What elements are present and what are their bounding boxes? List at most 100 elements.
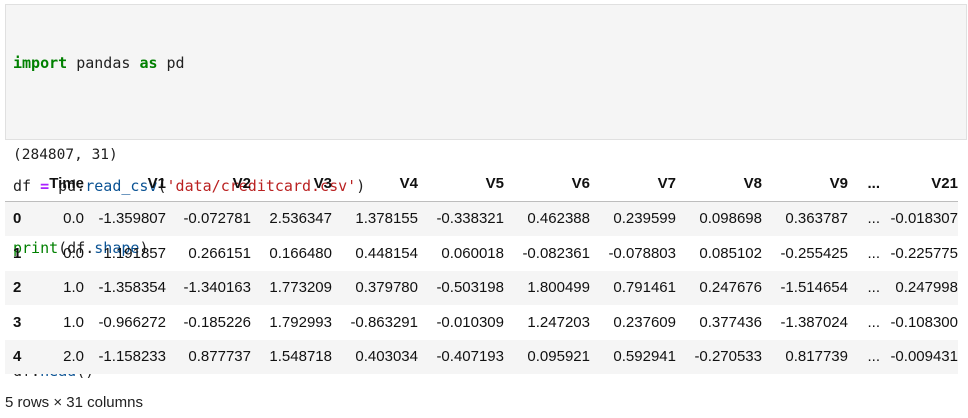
table-cell: -0.338321 <box>418 201 504 236</box>
stdout-output: (284807, 31) <box>13 147 118 163</box>
table-cell: 2.0 <box>32 339 84 374</box>
table-cell: 0.403034 <box>332 339 418 374</box>
keyword-as: as <box>139 54 158 72</box>
table-cell: 0.247676 <box>676 270 762 305</box>
table-header-row: Time V1 V2 V3 V4 V5 V6 V7 V8 V9... V21 <box>5 166 958 202</box>
row-index: 3 <box>13 313 22 331</box>
table-cell: 1.548718 <box>251 339 332 374</box>
table-cell: -0.108300 <box>890 313 958 331</box>
table-cell: -0.018307 <box>880 201 958 236</box>
table-cell: 0.060018 <box>441 244 504 262</box>
dataframe-shape-footer: 5 rows × 31 columns <box>5 394 143 411</box>
table-cell: -0.009431 <box>880 339 958 374</box>
column-header: V4 <box>332 166 418 202</box>
table-cell: 1.378155 <box>332 201 418 236</box>
column-header: ... <box>848 166 880 202</box>
table-cell: 0.0 <box>32 201 84 236</box>
table-cell: 0.085102 <box>699 244 762 262</box>
table-header: Time V1 V2 V3 V4 V5 V6 V7 V8 V9... V21 <box>5 166 958 202</box>
keyword-import: import <box>13 54 68 72</box>
table-row: 3 1.0 -0.966272 -0.185226 1.792993 -0.863291-… <box>5 305 958 340</box>
table-cell: -0.863291 <box>350 313 418 331</box>
table-cell: -1.514654 <box>762 270 848 305</box>
table-cell: ... <box>867 244 880 262</box>
table-cell: 0.817739 <box>762 339 848 374</box>
table-row: 2 1.0 -1.358354 -1.340163 1.773209 0.379780 -0… <box>5 270 958 305</box>
table-cell: 0.095921 <box>504 339 590 374</box>
table-cell: -0.407193 <box>418 339 504 374</box>
code-text: ) <box>139 238 149 257</box>
table-cell: -0.966272 <box>98 313 166 331</box>
column-header: V2 <box>166 166 251 202</box>
row-index: 1 <box>13 244 22 262</box>
table-cell: -1.158233 <box>84 339 166 374</box>
table-cell: 0.791461 <box>590 270 676 305</box>
table-cell: 0.0 <box>63 244 84 262</box>
table-cell: -0.185226 <box>183 313 251 331</box>
attribute-shape: shape <box>94 238 140 257</box>
code-line-1: import pandas as pd <box>13 53 966 74</box>
row-index: 0 <box>5 201 32 236</box>
code-line-4: print(df.shape) <box>13 238 966 259</box>
code-cell-input[interactable]: import pandas as pd df = pd.read_csv('da… <box>5 4 967 380</box>
table-cell: -0.225775 <box>890 244 958 262</box>
table-cell: 0.266151 <box>188 244 251 262</box>
table-cell: -0.010309 <box>436 313 504 331</box>
column-header: V21 <box>880 166 958 202</box>
table-cell: -1.387024 <box>780 313 848 331</box>
table-cell: -0.503198 <box>418 270 504 305</box>
table-row: 1 0.0 1.191857 0.266151 0.166480 0.448154 0.06… <box>5 236 958 271</box>
table-row: 0 0.0 -1.359807 -0.072781 2.536347 1.378155 -0… <box>5 201 958 236</box>
column-header: V3 <box>251 166 332 202</box>
table-cell: ... <box>848 201 880 236</box>
table-cell: 1.0 <box>32 270 84 305</box>
table-cell: 1.773209 <box>251 270 332 305</box>
column-header: V8 <box>676 166 762 202</box>
table-cell: -0.082361 <box>522 244 590 262</box>
index-header <box>5 166 32 202</box>
row-index: 2 <box>5 270 32 305</box>
table-cell: -1.359807 <box>84 201 166 236</box>
table-cell: 0.592941 <box>590 339 676 374</box>
table-row: 4 2.0 -1.158233 0.877737 1.548718 0.403034 -0.… <box>5 339 958 374</box>
table-cell: -0.270533 <box>676 339 762 374</box>
table-cell: 0.239599 <box>590 201 676 236</box>
table-cell: 1.191857 <box>103 244 166 262</box>
column-header: V5 <box>418 166 504 202</box>
table-cell: 1.247203 <box>527 313 590 331</box>
table-cell: -0.078803 <box>608 244 676 262</box>
row-index: 4 <box>5 339 32 374</box>
table-cell: 0.379780 <box>332 270 418 305</box>
column-header: V9 <box>762 166 848 202</box>
table-cell: 0.377436 <box>699 313 762 331</box>
code-text: (df. <box>58 238 95 257</box>
table-cell: ... <box>867 313 880 331</box>
table-cell: 0.363787 <box>762 201 848 236</box>
table-cell: 1.0 <box>63 313 84 331</box>
code-text: pd <box>157 54 185 72</box>
column-header: Time <box>32 166 84 202</box>
table-cell: 0.877737 <box>166 339 251 374</box>
table-cell: -1.340163 <box>166 270 251 305</box>
table-cell: 0.237609 <box>613 313 676 331</box>
table-cell: -0.072781 <box>166 201 251 236</box>
column-header: V7 <box>590 166 676 202</box>
table-cell: -1.358354 <box>84 270 166 305</box>
table-cell: 2.536347 <box>251 201 332 236</box>
table-cell: ... <box>848 270 880 305</box>
table-cell: 0.166480 <box>269 244 332 262</box>
table-cell: -0.255425 <box>780 244 848 262</box>
table-cell: 0.098698 <box>676 201 762 236</box>
table-cell: 1.792993 <box>269 313 332 331</box>
code-line-2 <box>13 115 966 136</box>
code-text: pandas <box>67 54 140 72</box>
dataframe-table: Time V1 V2 V3 V4 V5 V6 V7 V8 V9... V21 0 0.0 -1.3598… <box>5 166 958 374</box>
column-header: V6 <box>504 166 590 202</box>
builtin-print: print <box>13 238 59 257</box>
table-cell: 0.448154 <box>355 244 418 262</box>
table-cell: 0.247998 <box>880 270 958 305</box>
table-cell: 1.800499 <box>504 270 590 305</box>
table-cell: ... <box>848 339 880 374</box>
column-header: V1 <box>84 166 166 202</box>
table-body: 0 0.0 -1.359807 -0.072781 2.536347 1.378155 -0… <box>5 201 958 374</box>
